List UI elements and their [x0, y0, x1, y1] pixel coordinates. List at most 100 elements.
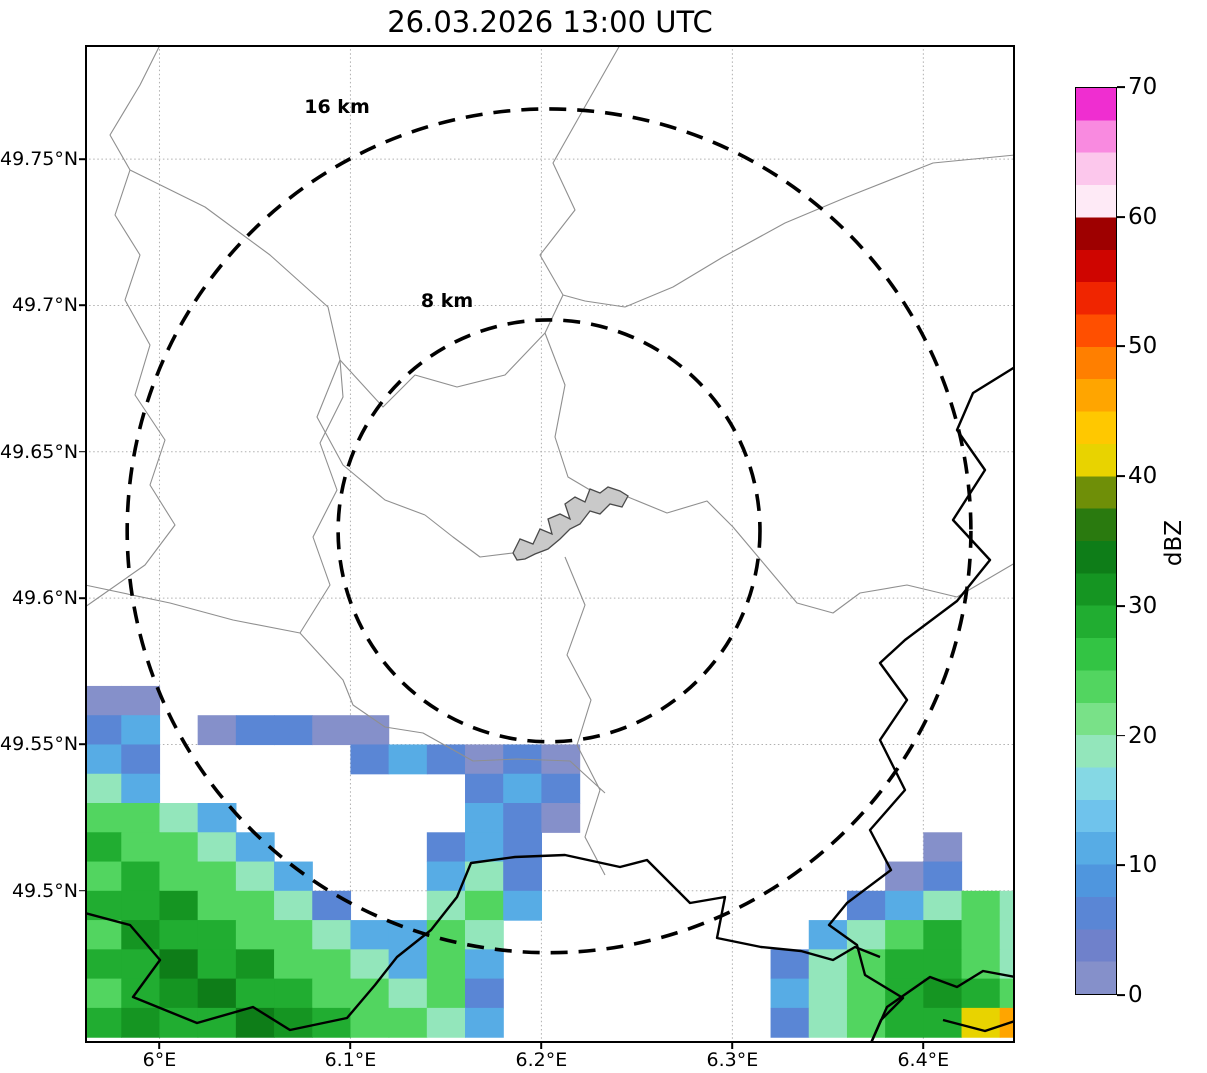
radar-cell: [350, 920, 390, 950]
radar-cell: [885, 1007, 924, 1038]
radar-cell: [235, 920, 275, 950]
radar-cell: [426, 1007, 466, 1038]
radar-cell: [808, 978, 848, 1009]
radar-cell: [85, 920, 122, 950]
radar-cell: [350, 978, 390, 1009]
radar-cell: [197, 832, 237, 863]
city-outline: [512, 486, 629, 561]
radar-cell: [846, 920, 886, 950]
radar-cell: [85, 773, 122, 804]
x-tick-label: 6.3°E: [706, 1049, 759, 1071]
radar-cell: [465, 773, 504, 804]
radar-cell: [350, 715, 390, 746]
radar-cell: [923, 890, 963, 921]
plot-title: 26.03.2026 13:00 UTC: [387, 5, 713, 39]
radar-cell: [885, 861, 924, 892]
colorbar-tick-mark: [1117, 345, 1125, 348]
plot-frame: [85, 45, 1015, 1043]
radar-cell: [159, 949, 199, 980]
radar-cell: [159, 1007, 199, 1038]
radar-cell: [541, 773, 581, 804]
x-tick-mark: [158, 1043, 161, 1049]
radar-cell: [503, 861, 543, 892]
radar-cell: [465, 803, 504, 833]
range-ring-label: 16 km: [304, 96, 370, 118]
radar-cell: [923, 861, 963, 892]
radar-cell: [770, 978, 810, 1009]
radar-cell: [388, 744, 428, 775]
radar-cell: [274, 890, 313, 921]
x-tick-mark: [540, 1043, 543, 1049]
radar-cell: [541, 744, 581, 775]
radar-cell: [274, 920, 313, 950]
radar-cell: [770, 949, 810, 980]
map-plot-area: 8 km 16 km: [85, 45, 1015, 1043]
radar-cell: [923, 832, 963, 863]
radar-cell: [503, 890, 543, 921]
range-ring-16km: [125, 107, 973, 955]
radar-cell: [465, 949, 504, 980]
colorbar-tick-label: 50: [1128, 333, 1158, 360]
radar-cell: [85, 832, 122, 863]
radar-map-svg: 8 km 16 km: [85, 45, 1015, 1043]
radar-cell: [85, 744, 122, 775]
radar-cell: [885, 949, 924, 980]
radar-cell: [312, 715, 352, 746]
colorbar-tick-label: 30: [1128, 592, 1158, 619]
radar-cell: [85, 715, 122, 746]
x-tick-label: 6.1°E: [324, 1049, 377, 1071]
colorbar-tick-label: 70: [1128, 74, 1158, 100]
radar-cell: [121, 832, 161, 863]
y-tick-label: 49.6°N: [11, 587, 78, 610]
colorbar-tick-mark: [1117, 864, 1125, 867]
colorbar-gradient: [1076, 88, 1116, 994]
colorbar-tick-label: 20: [1128, 722, 1158, 749]
x-tick-mark: [731, 1043, 734, 1049]
colorbar-tick-label: 40: [1128, 463, 1158, 490]
radar-cell: [235, 1007, 275, 1038]
radar-cell: [426, 832, 466, 863]
x-tick-label: 6°E: [142, 1049, 177, 1071]
radar-cell: [197, 890, 237, 921]
radar-cell: [388, 1007, 428, 1038]
radar-cell: [235, 978, 275, 1009]
radar-cell: [923, 949, 963, 980]
colorbar-label: dBZ: [1161, 519, 1187, 567]
radar-cell: [426, 978, 466, 1009]
colorbar-tick-label: 60: [1128, 203, 1158, 230]
radar-cell: [961, 890, 1001, 921]
radar-cell: [465, 890, 504, 921]
radar-cell: [121, 715, 161, 746]
radar-cell: [923, 978, 963, 1009]
radar-cell: [999, 920, 1015, 950]
x-tick-label: 6.4°E: [897, 1049, 950, 1071]
radar-cell: [350, 744, 390, 775]
range-ring-label: 8 km: [421, 290, 473, 312]
radar-cell: [121, 773, 161, 804]
radar-cell: [885, 890, 924, 921]
radar-cell: [312, 978, 352, 1009]
radar-cell: [923, 920, 963, 950]
radar-cell: [999, 978, 1015, 1009]
y-tick-label: 49.75°N: [0, 148, 79, 171]
city-area: [512, 486, 629, 561]
radar-cell: [961, 1007, 1001, 1038]
radar-cell: [159, 890, 199, 921]
radar-cell: [121, 890, 161, 921]
colorbar-tick-mark: [1117, 994, 1125, 996]
radar-cell: [465, 861, 504, 892]
range-rings: 8 km 16 km: [125, 96, 973, 955]
colorbar-tick-mark: [1117, 475, 1125, 478]
radar-echoes: [85, 685, 1015, 1038]
colorbar: [1075, 87, 1117, 995]
colorbar-tick-label: 10: [1128, 852, 1158, 879]
radar-cell: [426, 949, 466, 980]
radar-cell: [961, 920, 1001, 950]
radar-cell: [846, 949, 886, 980]
x-tick-mark: [922, 1043, 925, 1049]
radar-cell: [121, 1007, 161, 1038]
radar-cell: [541, 803, 581, 833]
radar-cell: [85, 861, 122, 892]
radar-cell: [503, 773, 543, 804]
